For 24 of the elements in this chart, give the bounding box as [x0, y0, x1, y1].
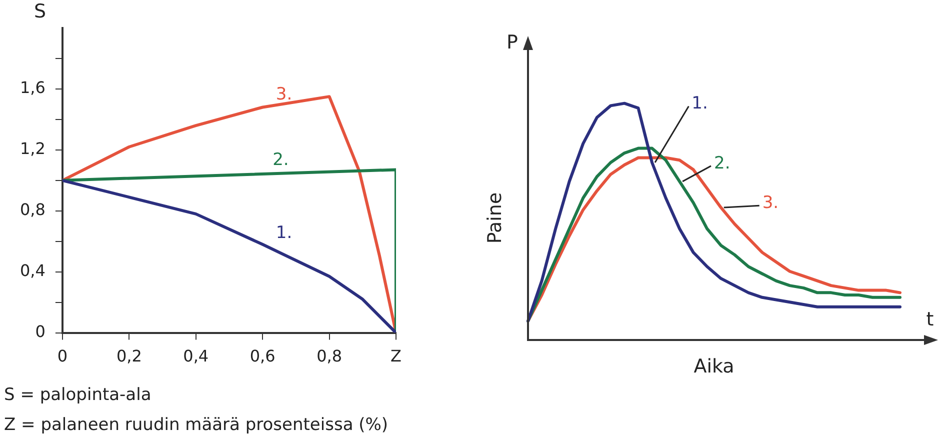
y-tick-label: 0,4 [20, 260, 46, 280]
y-axis-title: Paine [484, 192, 506, 244]
x-axis-title: Aika [694, 355, 734, 378]
series-label: 2. [272, 150, 289, 170]
y-tick-label: 0 [35, 322, 46, 341]
x-tick-label: 0,6 [250, 346, 276, 366]
y-axis-title: S [34, 0, 46, 22]
series-label: 2. [714, 153, 730, 174]
series-label: 3. [762, 193, 779, 214]
text: S = palopinta-ala [4, 385, 152, 405]
text: t [926, 308, 934, 330]
text: 1. [692, 94, 708, 114]
x-tick-label: 0,8 [316, 346, 342, 366]
y-tick-label: 1,6 [20, 78, 46, 98]
text: Z = palaneen ruudin määrä prosenteissa (%) [4, 415, 388, 435]
x-tick-label: 0 [57, 346, 68, 366]
y-tick-label: 1,2 [20, 139, 46, 158]
x-tick-label: 0,4 [183, 346, 209, 366]
x-tick-label: 0,2 [116, 346, 142, 366]
series-label: 1. [276, 223, 292, 244]
series-label: 3. [276, 84, 292, 104]
text: P [506, 31, 518, 54]
y-tick-label: 0,8 [20, 200, 46, 220]
x-tick-label: Z [390, 346, 402, 366]
